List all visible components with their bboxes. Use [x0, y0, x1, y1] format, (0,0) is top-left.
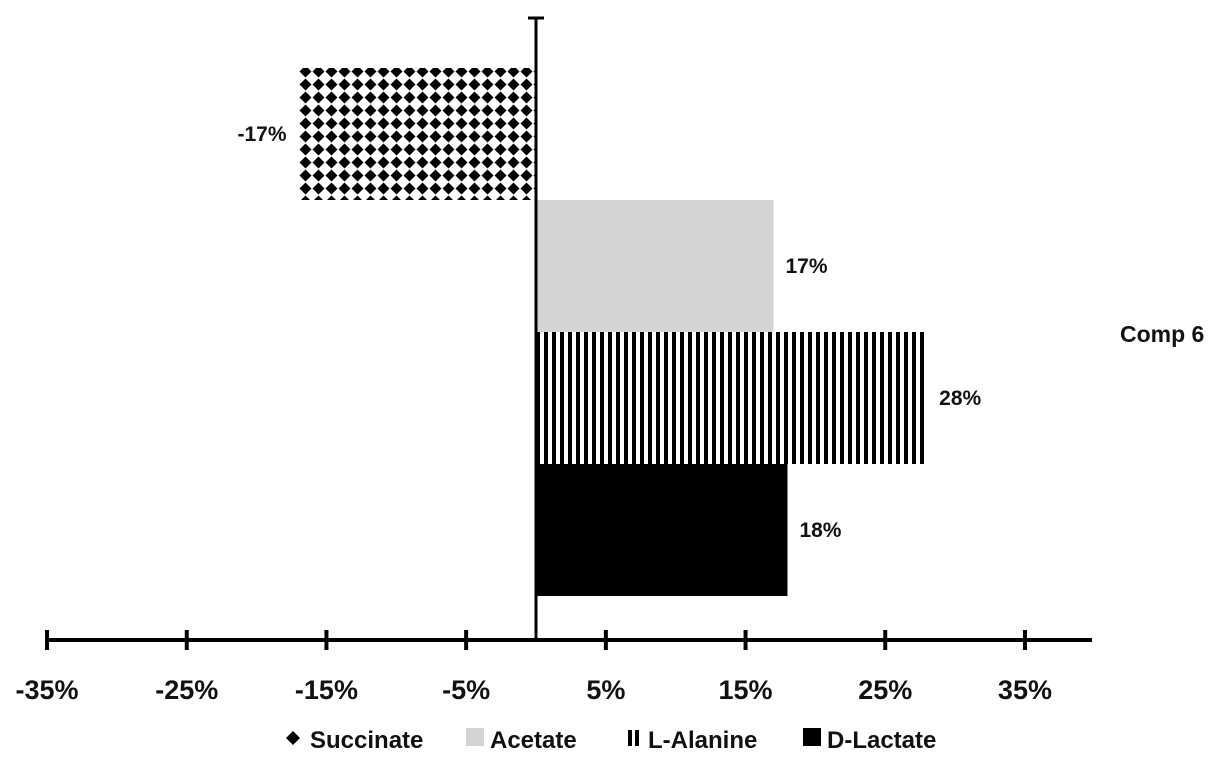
- legend-label-l-alanine: L-Alanine: [648, 727, 757, 754]
- x-tick-label: -5%: [442, 675, 490, 705]
- bar-acetate: [536, 200, 774, 332]
- x-tick-label: -15%: [295, 675, 358, 705]
- data-label-l-alanine: 28%: [939, 387, 981, 410]
- bar-l-alanine: [536, 332, 928, 464]
- legend-item-acetate: Acetate: [466, 727, 577, 754]
- legend-item-d-lactate: D-Lactate: [803, 727, 936, 754]
- category-label: Comp 6: [1120, 321, 1204, 347]
- legend-label-acetate: Acetate: [490, 727, 577, 754]
- x-tick-label: 25%: [858, 675, 912, 705]
- data-label-d-lactate: 18%: [799, 519, 841, 542]
- x-tick-label: -25%: [155, 675, 218, 705]
- legend-label-d-lactate: D-Lactate: [827, 727, 936, 754]
- x-tick-label: 5%: [586, 675, 625, 705]
- legend-swatch-acetate: [466, 728, 484, 746]
- legend-item-l-alanine: L-Alanine: [628, 727, 757, 754]
- x-tick-label: 15%: [719, 675, 773, 705]
- x-tick-label: 35%: [998, 675, 1052, 705]
- bar-succinate: [298, 68, 536, 200]
- bar-d-lactate: [536, 464, 788, 596]
- legend-label-succinate: Succinate: [310, 727, 423, 754]
- data-label-acetate: 17%: [785, 255, 827, 278]
- data-label-succinate: -17%: [237, 123, 286, 146]
- legend-swatch-d-lactate: [803, 728, 821, 746]
- x-tick-label: -35%: [16, 675, 79, 705]
- legend-swatch-succinate: [286, 731, 300, 745]
- legend-swatch-l-alanine: [628, 730, 639, 746]
- legend-item-succinate: Succinate: [286, 727, 423, 754]
